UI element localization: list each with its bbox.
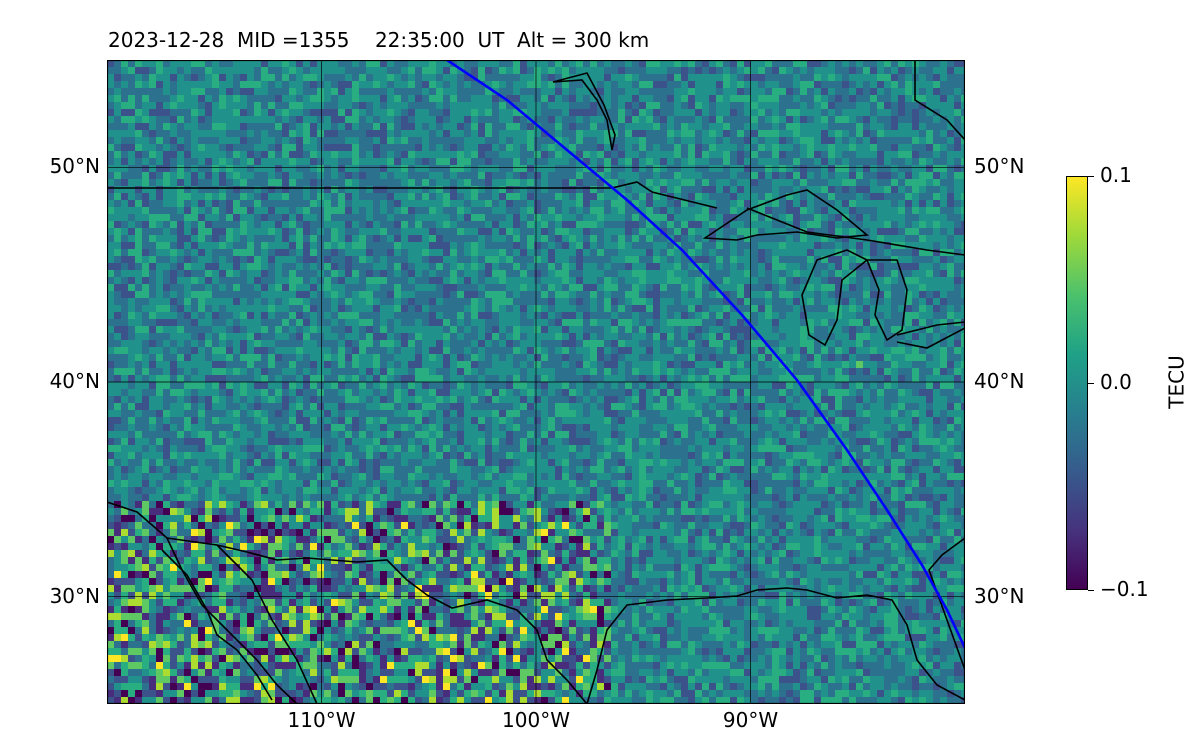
lake-huron [865,259,908,342]
lake-michigan [801,249,869,347]
lake-erie-ontario [896,321,965,349]
graticule [107,60,965,704]
lat-label: 30°N [49,583,100,608]
lat-label: 40°N [49,369,100,393]
colorbar-tick-label: 0.1 [1100,163,1132,187]
lat-label: 50°N [974,154,1025,179]
map-title: 2023-12-28 MID =1355 22:35:00 UT Alt = 3… [108,28,650,52]
colorbar-gradient [1067,177,1087,589]
gulf-coast [586,587,965,704]
hudson-bay-coast [552,72,616,151]
colorbar-tick-label: −0.1 [1100,577,1149,601]
gulf-of-california [161,549,273,701]
colorbar [1066,176,1088,590]
map-panel[interactable] [106,58,967,705]
lat-label: 30°N [974,583,1025,608]
colorbar-tick-mark [1088,176,1094,177]
satellite-track [446,58,967,649]
colorbar-tick-label: 0.0 [1100,370,1132,394]
tec-map [106,58,967,705]
lon-label: 90°W [722,708,779,732]
lat-label: 50°N [49,154,100,179]
colorbar-tick-mark [1088,590,1094,591]
lat-label: 40°N [974,369,1025,393]
lon-label: 100°W [502,708,570,732]
map-border [106,59,966,705]
tec-heatmap [107,60,965,704]
us-canada-border [107,181,718,209]
colorbar-title: TECU [1164,355,1189,409]
atlantic-coast [928,537,965,671]
lake-superior [702,189,869,241]
lon-label: 110°W [287,708,356,732]
mexico-border [107,501,588,704]
great-lakes-border [746,207,965,256]
canada-east [914,60,965,141]
coastlines-borders [107,60,965,704]
colorbar-tick-mark [1088,383,1094,384]
mexico-west-coast [216,544,318,704]
